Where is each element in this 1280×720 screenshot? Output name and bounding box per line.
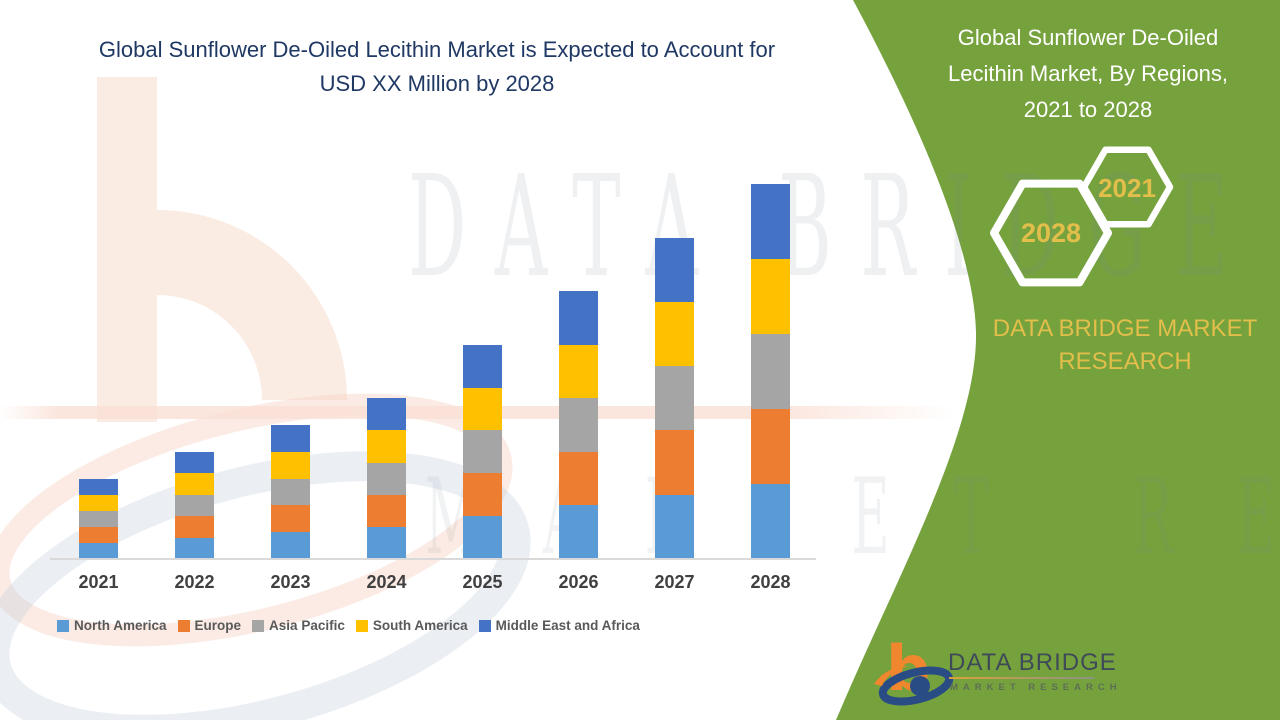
bar-segment-2021-asia-pacific	[79, 510, 118, 527]
databridge-logo-icon: b	[874, 634, 954, 706]
bar-segment-2026-asia-pacific	[559, 398, 598, 452]
chart-title-line2: USD XX Million by 2028	[319, 71, 555, 96]
bar-segment-2028-south-america	[751, 259, 790, 334]
chart-title: Global Sunflower De-Oiled Lecithin Marke…	[27, 33, 847, 101]
bar-segment-2027-south-america	[655, 301, 694, 367]
bar-segment-2023-south-america	[271, 451, 310, 479]
bar-segment-2022-europe	[175, 516, 214, 538]
hexagon-2021-label: 2021	[1098, 173, 1156, 203]
legend-label: North America	[74, 618, 167, 633]
bar-segment-2022-middle-east-and-africa	[175, 451, 214, 474]
brand-text-line1: DATA BRIDGE MARKET	[992, 315, 1258, 342]
bar-segment-2025-middle-east-and-africa	[463, 344, 502, 388]
brand-text-line2: RESEARCH	[1058, 348, 1192, 375]
legend-item-south-america: South America	[355, 618, 468, 633]
bar-segment-2021-south-america	[79, 494, 118, 511]
bar-segment-2027-north-america	[655, 494, 694, 559]
legend-swatch-icon	[478, 619, 491, 632]
bar-segment-2028-asia-pacific	[751, 334, 790, 409]
bar-segment-2023-middle-east-and-africa	[271, 425, 310, 452]
footer-logo-underline	[949, 677, 1094, 679]
bar-segment-2021-middle-east-and-africa	[79, 478, 118, 495]
hexagon-2028-label: 2028	[1020, 218, 1082, 248]
bar-segment-2024-south-america	[367, 430, 406, 463]
side-panel-title: Global Sunflower De-Oiled Lecithin Marke…	[943, 20, 1233, 128]
bar-segment-2026-middle-east-and-africa	[559, 291, 598, 345]
bar-segment-2027-asia-pacific	[655, 366, 694, 431]
legend-label: South America	[372, 618, 468, 633]
bar-segment-2028-europe	[751, 409, 790, 484]
x-axis-label-2021: 2021	[78, 572, 119, 592]
hexagon-2021-icon	[1080, 146, 1174, 228]
x-axis-line	[50, 558, 816, 560]
legend-label: Asia Pacific	[269, 618, 345, 633]
legend-item-middle-east-and-africa: Middle East and Africa	[478, 618, 640, 633]
bar-segment-2027-europe	[655, 430, 694, 495]
bar-segment-2025-south-america	[463, 387, 502, 431]
x-axis-label-2022: 2022	[174, 572, 215, 592]
bar-segment-2025-asia-pacific	[463, 430, 502, 474]
legend-item-asia-pacific: Asia Pacific	[252, 618, 345, 633]
x-axis-label-2023: 2023	[270, 572, 311, 592]
brand-text: DATA BRIDGE MARKET RESEARCH	[975, 312, 1275, 378]
bar-segment-2025-north-america	[463, 516, 502, 559]
bar-segment-2026-south-america	[559, 344, 598, 399]
bar-segment-2022-south-america	[175, 473, 214, 495]
bar-segment-2022-north-america	[175, 537, 214, 559]
bar-segment-2021-north-america	[79, 542, 118, 559]
x-axis-label-2024: 2024	[366, 572, 407, 592]
legend-item-europe: Europe	[177, 618, 242, 633]
side-title-line3: 2021 to 2028	[1023, 97, 1153, 122]
bar-segment-2024-europe	[367, 494, 406, 527]
bar-segment-2023-north-america	[271, 532, 310, 559]
legend-swatch-icon	[57, 619, 69, 632]
bar-segment-2026-north-america	[559, 505, 598, 559]
bar-segment-2021-europe	[79, 526, 118, 543]
bar-segment-2024-middle-east-and-africa	[367, 398, 406, 431]
x-axis-label-2025: 2025	[462, 572, 503, 592]
x-axis-label-2028: 2028	[750, 572, 791, 592]
hexagon-2028-icon	[990, 179, 1112, 287]
footer-logo-name: DATA BRIDGE	[948, 649, 1117, 676]
side-title-line2: Lecithin Market, By Regions,	[947, 61, 1229, 86]
bar-segment-2026-europe	[559, 451, 598, 506]
bar-segment-2023-europe	[271, 505, 310, 533]
legend-swatch-icon	[252, 619, 265, 632]
footer-logo-tagline: MARKET RESEARCH	[950, 682, 1122, 693]
legend-swatch-icon	[177, 619, 190, 632]
legend-item-north-america: North America	[57, 618, 167, 633]
chart-legend: North America Europe Asia Pacific South Ame…	[57, 618, 640, 633]
bar-segment-2023-asia-pacific	[271, 478, 310, 506]
x-axis-label-2027: 2027	[654, 572, 695, 592]
side-title-line1: Global Sunflower De-Oiled	[957, 25, 1219, 50]
bar-segment-2022-asia-pacific	[175, 494, 214, 517]
legend-label: Europe	[194, 618, 242, 633]
bar-segment-2028-middle-east-and-africa	[751, 184, 790, 259]
bar-plot: 2021 2022 2023 2024 2025 2026 2027 2028	[78, 184, 791, 592]
chart-title-line1: Global Sunflower De-Oiled Lecithin Marke…	[98, 37, 776, 62]
bar-segment-2024-north-america	[367, 526, 406, 559]
bar-segment-2028-north-america	[751, 484, 790, 559]
bar-segment-2025-europe	[463, 473, 502, 517]
legend-swatch-icon	[355, 619, 368, 632]
bar-segment-2027-middle-east-and-africa	[655, 237, 694, 302]
x-axis-label-2026: 2026	[558, 572, 599, 592]
legend-label: Middle East and Africa	[495, 618, 640, 633]
bar-segment-2024-asia-pacific	[367, 462, 406, 495]
